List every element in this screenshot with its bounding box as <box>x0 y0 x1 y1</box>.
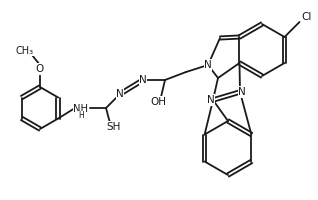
Text: N: N <box>139 75 147 85</box>
Text: O: O <box>36 64 44 74</box>
Text: CH₃: CH₃ <box>16 46 34 56</box>
Text: N: N <box>207 95 215 105</box>
Text: NH: NH <box>73 104 88 114</box>
Text: H: H <box>78 112 84 120</box>
Text: Cl: Cl <box>301 12 312 22</box>
Text: N: N <box>238 87 246 97</box>
Text: N: N <box>204 60 212 70</box>
Text: OH: OH <box>150 97 166 107</box>
Text: SH: SH <box>107 122 121 132</box>
Text: N: N <box>116 89 124 99</box>
